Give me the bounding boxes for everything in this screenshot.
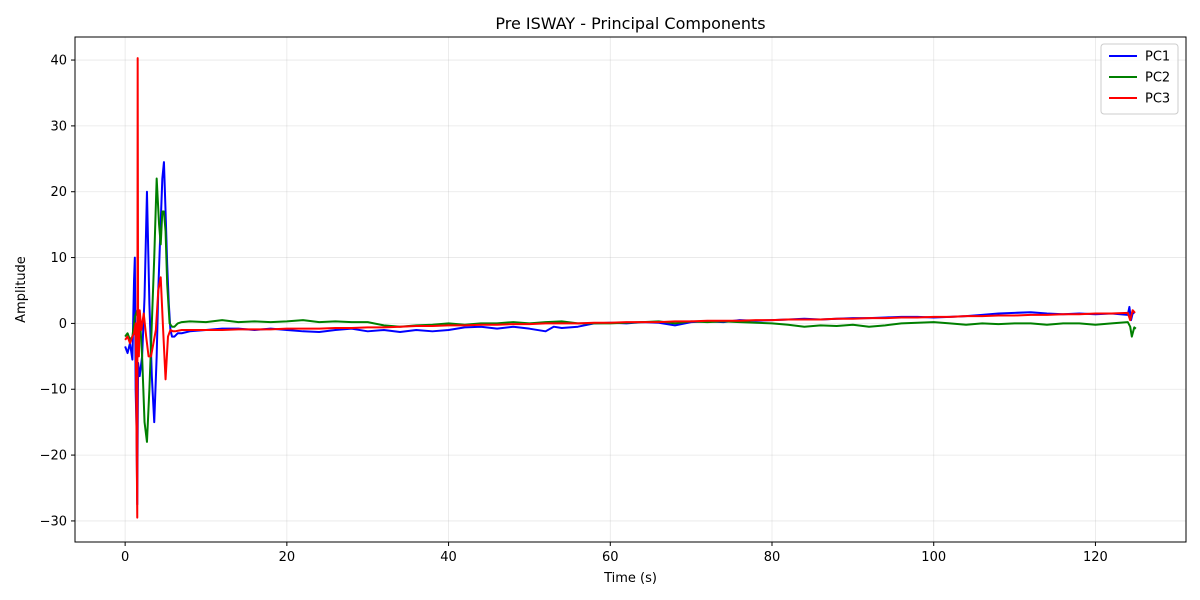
tick-layer: 0 20 40 60 80 100 120 −30 −20 −10 0 10 20 30 40 (40, 54, 1108, 565)
series-line-pc2 (124, 177, 1137, 443)
x-tick-label: 40 (440, 550, 457, 565)
x-tick-label: 120 (1083, 550, 1108, 565)
grid-layer (75, 37, 1186, 542)
y-axis-label: Amplitude (14, 256, 29, 323)
y-tick-label: 0 (59, 317, 67, 332)
chart-title: Pre ISWAY - Principal Components (495, 14, 765, 33)
y-tick-label: −30 (40, 514, 67, 529)
y-tick-label: −20 (40, 449, 67, 464)
x-tick-label: 20 (279, 550, 296, 565)
y-tick-label: 40 (50, 54, 67, 69)
series-line-pc3 (124, 57, 1136, 519)
x-tick-label: 0 (121, 550, 129, 565)
y-tick-label: −10 (40, 383, 67, 398)
legend: PC1 PC2 PC3 (1100, 43, 1179, 115)
legend-box (1100, 43, 1179, 115)
legend-label-pc3: PC3 (1145, 92, 1170, 107)
x-tick-label: 100 (921, 550, 946, 565)
x-tick-label: 60 (602, 550, 619, 565)
x-tick-label: 80 (764, 550, 781, 565)
plot-frame (74, 36, 1187, 543)
legend-label-pc2: PC2 (1145, 71, 1170, 86)
y-tick-label: 30 (50, 119, 67, 134)
x-axis-label: Time (s) (603, 571, 657, 586)
y-tick-label: 20 (50, 185, 67, 200)
legend-label-pc1: PC1 (1145, 50, 1170, 65)
series-layer (124, 57, 1137, 519)
y-tick-label: 10 (50, 251, 67, 266)
